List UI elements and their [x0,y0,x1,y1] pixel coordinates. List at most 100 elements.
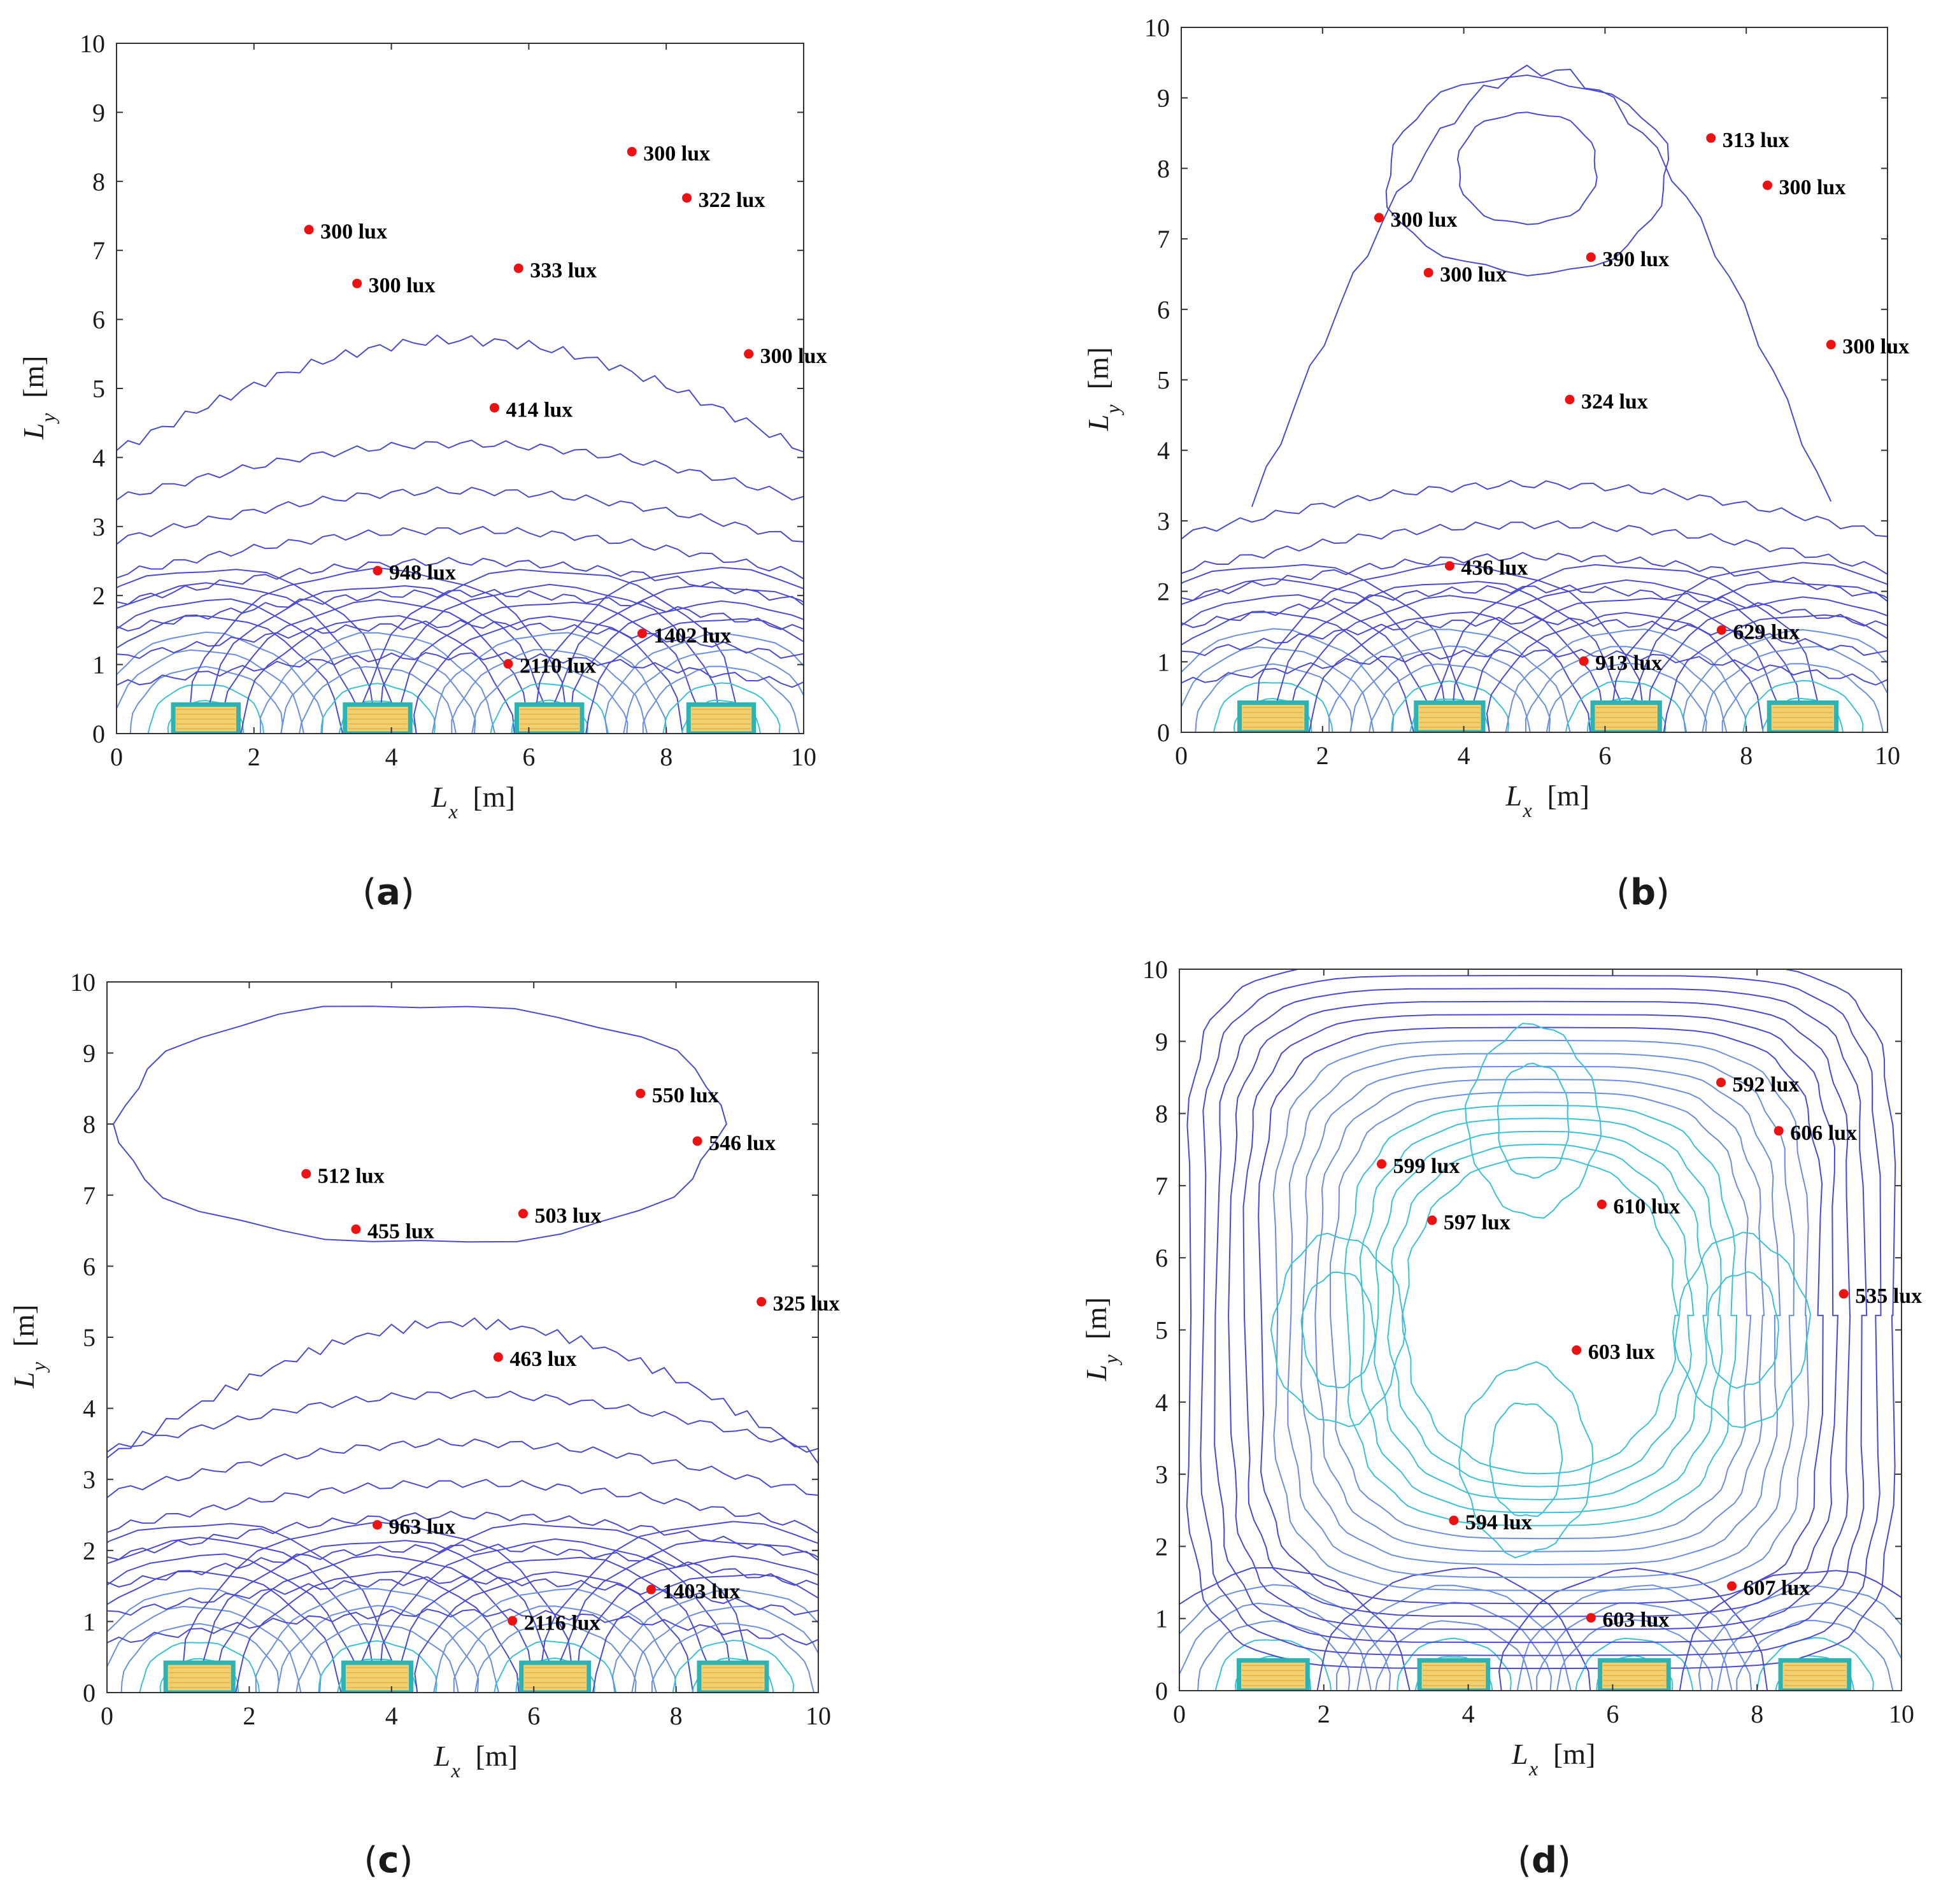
lamp-contour-ring [1525,646,1728,732]
uniform-contour [1272,1039,1810,1591]
lamp-contour-ring [394,601,705,734]
lamp [515,702,585,734]
lamp-contour-ring [1682,629,1888,732]
lamp-contour-ring [147,684,265,734]
x-axis-label-sub: x [451,1759,460,1782]
y-tick-label: 1 [83,1607,96,1636]
band-contour [1181,616,1888,657]
measurement-point [1572,1345,1582,1355]
panel-label: (c) [364,1840,413,1881]
y-tick-label: 1 [1157,648,1170,676]
measurement-point [508,1616,518,1626]
lamp-contour-ring [1181,628,1395,732]
uniform-contour [1186,969,1896,1670]
measurement-label: 629 lux [1733,620,1800,644]
x-tick-label: 6 [1606,1700,1619,1728]
band-contour [107,1575,818,1616]
lamp-contour-ring [1397,1637,1512,1691]
y-axis-unit: [m] [1082,347,1114,389]
lamp-contour-ring [1181,646,1375,732]
x-tick-label: 8 [1740,741,1752,770]
contour-lines [107,1005,818,1693]
lamp-contour-ring [1328,629,1571,732]
measurement-point [351,1224,361,1234]
band-contour [117,525,804,579]
x-tick-label: 10 [1889,1700,1914,1728]
measurement-label: 503 lux [534,1204,601,1228]
measurement-point [627,146,637,157]
band-contour [107,1608,818,1646]
lamp-contour-ring [117,582,378,734]
measurement-label: 913 lux [1595,651,1662,675]
y-tick-label: 6 [83,1252,96,1281]
y-tick-label: 0 [83,1679,96,1707]
y-axis-label: L [8,1372,40,1389]
peak-contour [1270,1232,1407,1428]
lamp [1417,1658,1491,1691]
contour-lines [1179,969,1902,1691]
lamp-contour-ring [203,585,553,734]
lamp-contour-ring [1308,611,1591,732]
y-axis-title: Ly [m] [1082,347,1124,431]
measurement-label: 324 lux [1581,390,1648,413]
measurement-label: 2116 lux [524,1611,601,1635]
y-tick-label: 4 [1155,1388,1168,1417]
lamp-contour-ring [1505,629,1747,732]
x-tick-label: 0 [1175,741,1188,770]
lamp-contour-ring [1256,562,1644,732]
uniform-contour [1200,974,1882,1656]
measurement-point [1427,1215,1437,1225]
measurement-point [518,1209,528,1219]
band-contour [1181,551,1888,602]
uniform-contour [1359,1118,1723,1514]
measurement-point [1586,1613,1596,1623]
uniform-contour [1344,1104,1738,1526]
x-tick-label: 10 [791,742,816,771]
measurement-label: 550 lux [652,1084,719,1107]
lamp-contour-ring [642,665,800,734]
lamp-contour-ring [107,1537,378,1693]
contour-lines [117,334,804,734]
y-tick-label: 9 [1157,84,1170,113]
y-tick-label: 2 [83,1537,96,1565]
lamp-contour-ring [216,1554,536,1693]
measurement-label: 535 lux [1855,1284,1922,1308]
lamp-contour-ring [117,569,400,734]
uniform-contour [1314,1079,1765,1552]
lamp-contour-ring [1369,663,1531,732]
measurement-label: 606 lux [1790,1121,1857,1145]
lamp-contour-ring [433,1588,678,1693]
lamp-contour-ring [117,631,324,734]
y-axis-title: Ly [m] [1080,1297,1122,1381]
y-axis-unit: [m] [8,1305,40,1347]
measurement-label: 300 lux [1842,335,1909,359]
measurement-label: 463 lux [509,1347,576,1371]
lamp-contour-ring [355,1523,755,1693]
uniform-contour [1387,1144,1695,1488]
y-tick-label: 1 [92,651,105,679]
band-contour [107,1544,818,1588]
measurement-label: 333 lux [530,259,597,282]
lamp-contour-ring [1270,581,1630,732]
lamp-contour-ring [672,1639,795,1693]
measurement-point [1727,1581,1737,1591]
lamp-contour-ring [1742,679,1864,732]
measurement-label: 390 lux [1602,248,1669,271]
measurement-point [1423,267,1433,278]
measurement-label: 455 lux [367,1219,434,1243]
y-tick-label: 10 [1144,13,1170,42]
lamp [1590,700,1662,732]
y-tick-label: 3 [83,1465,96,1494]
y-tick-label: 3 [1155,1460,1168,1489]
measurement-label: 1403 lux [663,1580,741,1603]
lamp-contour-ring [431,632,667,734]
lamp-contour-ring [235,1570,520,1693]
y-tick-label: 10 [80,29,105,58]
panel-label: (b) [1616,872,1670,913]
x-tick-label: 6 [527,1702,540,1730]
lamp-contour-ring [255,1588,500,1693]
lamp-contour-ring [1375,1620,1533,1691]
x-axis-label-sub: x [448,800,458,823]
lamp [1414,700,1486,732]
lamp-contour-ring [107,1553,362,1693]
